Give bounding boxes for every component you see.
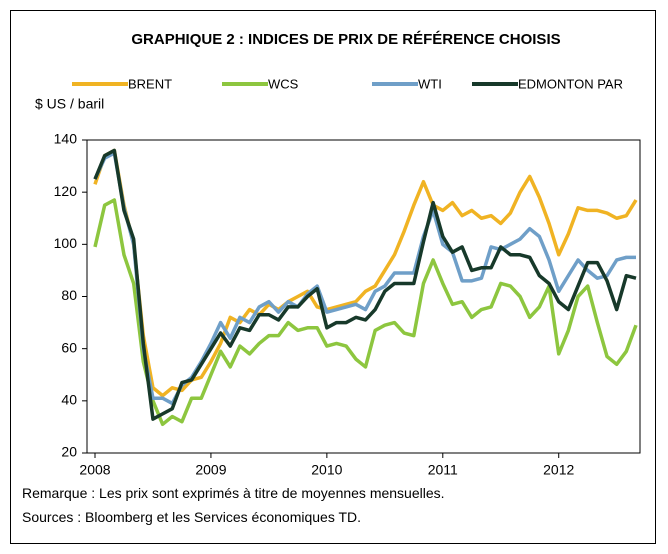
y-tick-label: 100: [54, 235, 78, 251]
x-tick-label: 2011: [428, 462, 458, 478]
x-tick-label: 2008: [79, 462, 110, 478]
x-tick-label: 2010: [311, 462, 342, 478]
legend-label: EDMONTON PAR: [518, 76, 623, 91]
series-line: [93, 198, 638, 427]
y-tick-label: 140: [54, 131, 78, 147]
legend-label: WCS: [268, 76, 299, 91]
series-line: [93, 148, 637, 421]
x-tick-label: 2012: [543, 462, 574, 478]
y-tick-label: 80: [61, 287, 77, 303]
note: Remarque : Les prix sont exprimés à titr…: [22, 485, 445, 501]
y-tick-label: 20: [61, 444, 77, 460]
frame: [10, 10, 656, 544]
x-tick-label: 2009: [195, 462, 226, 478]
series-line: [93, 148, 638, 398]
chart-title: GRAPHIQUE 2 : INDICES DE PRIX DE RÉFÉREN…: [131, 31, 561, 48]
legend-label: WTI: [418, 76, 442, 91]
legend-label: BRENT: [128, 76, 172, 91]
y-tick-label: 120: [54, 183, 78, 199]
y-axis-label: $ US / baril: [35, 96, 104, 112]
note: Sources : Bloomberg et les Services écon…: [22, 509, 362, 525]
y-tick-label: 60: [61, 339, 77, 355]
y-tick-label: 40: [61, 392, 77, 408]
